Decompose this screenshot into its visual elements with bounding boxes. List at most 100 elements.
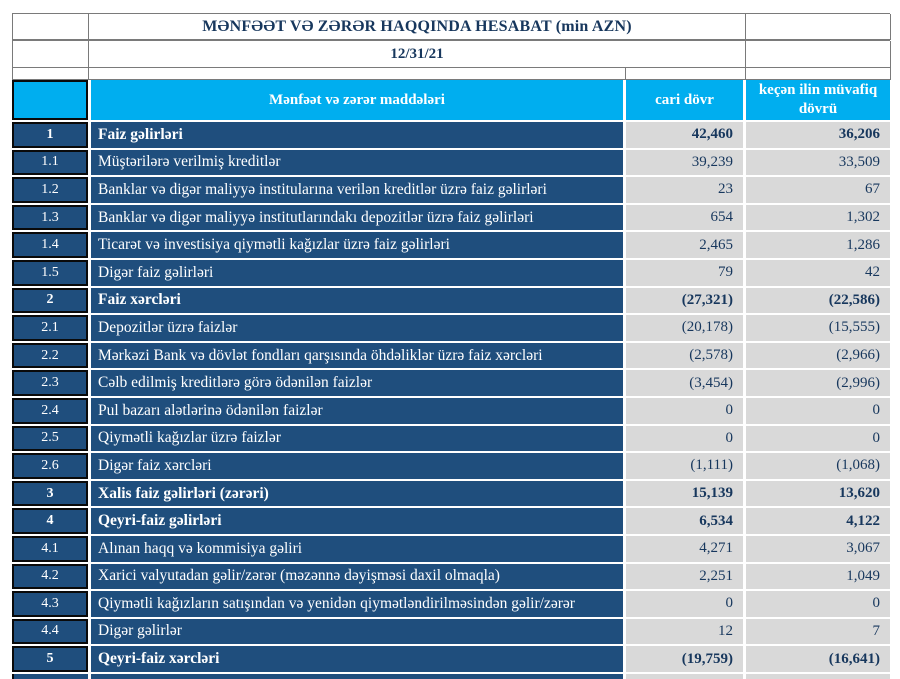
title-row-corner-cell <box>13 14 89 40</box>
value-previous-cell: (16,641) <box>746 646 890 672</box>
row-number-cell: 2 <box>12 287 88 314</box>
value-previous-cell: (15,555) <box>746 315 890 341</box>
value-current-cell: 39,239 <box>626 149 743 176</box>
value-previous-cell: (22,586) <box>746 287 890 314</box>
value-previous-cell: 67 <box>746 177 890 203</box>
row-number-cell: 1.3 <box>12 204 88 231</box>
date-row-right-cell <box>746 41 891 68</box>
data-rows: 1 Faiz gəlirləri 42,460 36,206 1.1 Müştərilər… <box>12 122 890 672</box>
row-label-cell: Faiz gəlirləri <box>91 122 623 148</box>
spacer-cell <box>626 68 746 80</box>
value-previous-cell: (2,966) <box>746 342 890 369</box>
value-previous-cell: 4,122 <box>746 508 890 534</box>
value-previous-cell: 1,049 <box>746 563 890 590</box>
title-row-right-cell <box>746 14 891 40</box>
value-previous-cell: (2,996) <box>746 370 890 396</box>
row-number-cell: 4.1 <box>12 535 88 562</box>
row-label-cell: Qeyri-faiz gəlirləri <box>91 508 623 534</box>
row-label-cell: Faiz xərcləri <box>91 287 623 314</box>
value-current-cell: (2,578) <box>626 342 743 369</box>
row-label-cell: Müştərilərə verilmiş kreditlər <box>91 149 623 176</box>
row-label-cell: Digər faiz gəlirləri <box>91 259 623 286</box>
value-current-cell: 654 <box>626 204 743 231</box>
value-current-cell: 79 <box>626 259 743 286</box>
value-current-cell: 12 <box>626 618 743 645</box>
report-title: MƏNFƏƏT VƏ ZƏRƏR HAQQINDA HESABAT (min A… <box>89 14 746 40</box>
spacer-cell <box>746 68 891 80</box>
row-label-cell: Ticarət və investisiya qiymətli kağızlar… <box>91 232 623 258</box>
row-number-cell: 4.3 <box>12 591 88 617</box>
row-number-cell: 4 <box>12 508 88 534</box>
row-number-cell: 2.2 <box>12 342 88 369</box>
value-current-cell: 0 <box>626 397 743 424</box>
row-label-cell: Digər faiz xərcləri <box>91 453 623 479</box>
profit-loss-statement-sheet: MƏNFƏƏT VƏ ZƏRƏR HAQQINDA HESABAT (min A… <box>12 13 891 679</box>
row-number-cell: 2.3 <box>12 370 88 396</box>
col-header-previous-period: keçən ilin müvafiq dövrü <box>746 80 890 120</box>
column-header-row: Mənfəət və zərər maddələri cari dövr keç… <box>12 80 890 120</box>
value-previous-cell: 1,286 <box>746 232 890 258</box>
spacer-cell <box>89 68 626 80</box>
partial-value-previous-cell <box>746 673 890 679</box>
partial-value-current-cell <box>626 673 743 679</box>
title-row: MƏNFƏƏT VƏ ZƏRƏR HAQQINDA HESABAT (min A… <box>12 13 891 40</box>
row-label-cell: Alınan haqq və kommisiya gəliri <box>91 535 623 562</box>
row-label-cell: Qiymətli kağızlar üzrə faizlər <box>91 425 623 452</box>
value-current-cell: (27,321) <box>626 287 743 314</box>
row-label-cell: Depozitlər üzrə faizlər <box>91 315 623 341</box>
value-previous-cell: (1,068) <box>746 453 890 479</box>
row-number-cell: 1.5 <box>12 259 88 286</box>
date-row-corner-cell <box>13 41 89 68</box>
row-number-cell: 4.4 <box>12 618 88 645</box>
row-number-cell: 5 <box>12 646 88 672</box>
value-previous-cell: 0 <box>746 397 890 424</box>
row-number-cell: 3 <box>12 480 88 507</box>
row-label-cell: Digər gəlirlər <box>91 618 623 645</box>
value-current-cell: 2,251 <box>626 563 743 590</box>
value-current-cell: 2,465 <box>626 232 743 258</box>
value-current-cell: 0 <box>626 425 743 452</box>
date-row: 12/31/21 <box>12 40 891 68</box>
value-previous-cell: 0 <box>746 591 890 617</box>
row-label-cell: Banklar və digər maliyyə institularına v… <box>91 177 623 203</box>
row-number-cell: 2.1 <box>12 315 88 341</box>
row-label-cell: Qeyri-faiz xərcləri <box>91 646 623 672</box>
value-previous-cell: 0 <box>746 425 890 452</box>
value-current-cell: (3,454) <box>626 370 743 396</box>
spacer-cell <box>13 68 89 80</box>
value-current-cell: (1,111) <box>626 453 743 479</box>
value-previous-cell: 7 <box>746 618 890 645</box>
value-current-cell: 6,534 <box>626 508 743 534</box>
report-date: 12/31/21 <box>89 41 746 68</box>
row-label-cell: Xalis faiz gəlirləri (zərəri) <box>91 480 623 507</box>
value-current-cell: (20,178) <box>626 315 743 341</box>
row-label-cell: Xarici valyutadan gəlir/zərər (məzənnə d… <box>91 563 623 590</box>
col-header-items: Mənfəət və zərər maddələri <box>91 80 623 120</box>
row-number-cell: 2.6 <box>12 453 88 479</box>
value-current-cell: 23 <box>626 177 743 203</box>
row-number-cell: 2.5 <box>12 425 88 452</box>
value-current-cell: (19,759) <box>626 646 743 672</box>
value-current-cell: 15,139 <box>626 480 743 507</box>
value-previous-cell: 36,206 <box>746 122 890 148</box>
partial-row-label-cell <box>91 673 623 679</box>
row-number-cell: 1.1 <box>12 149 88 176</box>
value-previous-cell: 3,067 <box>746 535 890 562</box>
row-label-cell: Qiymətli kağızların satışından və yenidə… <box>91 591 623 617</box>
value-current-cell: 42,460 <box>626 122 743 148</box>
value-current-cell: 0 <box>626 591 743 617</box>
row-number-cell: 1.2 <box>12 177 88 203</box>
row-label-cell: Mərkəzi Bank və dövlət fondları qarşısın… <box>91 342 623 369</box>
spacer-row <box>12 68 891 80</box>
value-current-cell: 4,271 <box>626 535 743 562</box>
row-number-cell: 2.4 <box>12 397 88 424</box>
value-previous-cell: 42 <box>746 259 890 286</box>
row-label-cell: Pul bazarı alətlərinə ödənilən faizlər <box>91 397 623 424</box>
value-previous-cell: 13,620 <box>746 480 890 507</box>
col-header-corner <box>12 80 88 120</box>
partial-next-row <box>12 673 890 679</box>
row-number-cell: 1 <box>12 122 88 148</box>
row-number-cell: 1.4 <box>12 232 88 258</box>
value-previous-cell: 33,509 <box>746 149 890 176</box>
partial-row-number-cell <box>12 673 88 679</box>
